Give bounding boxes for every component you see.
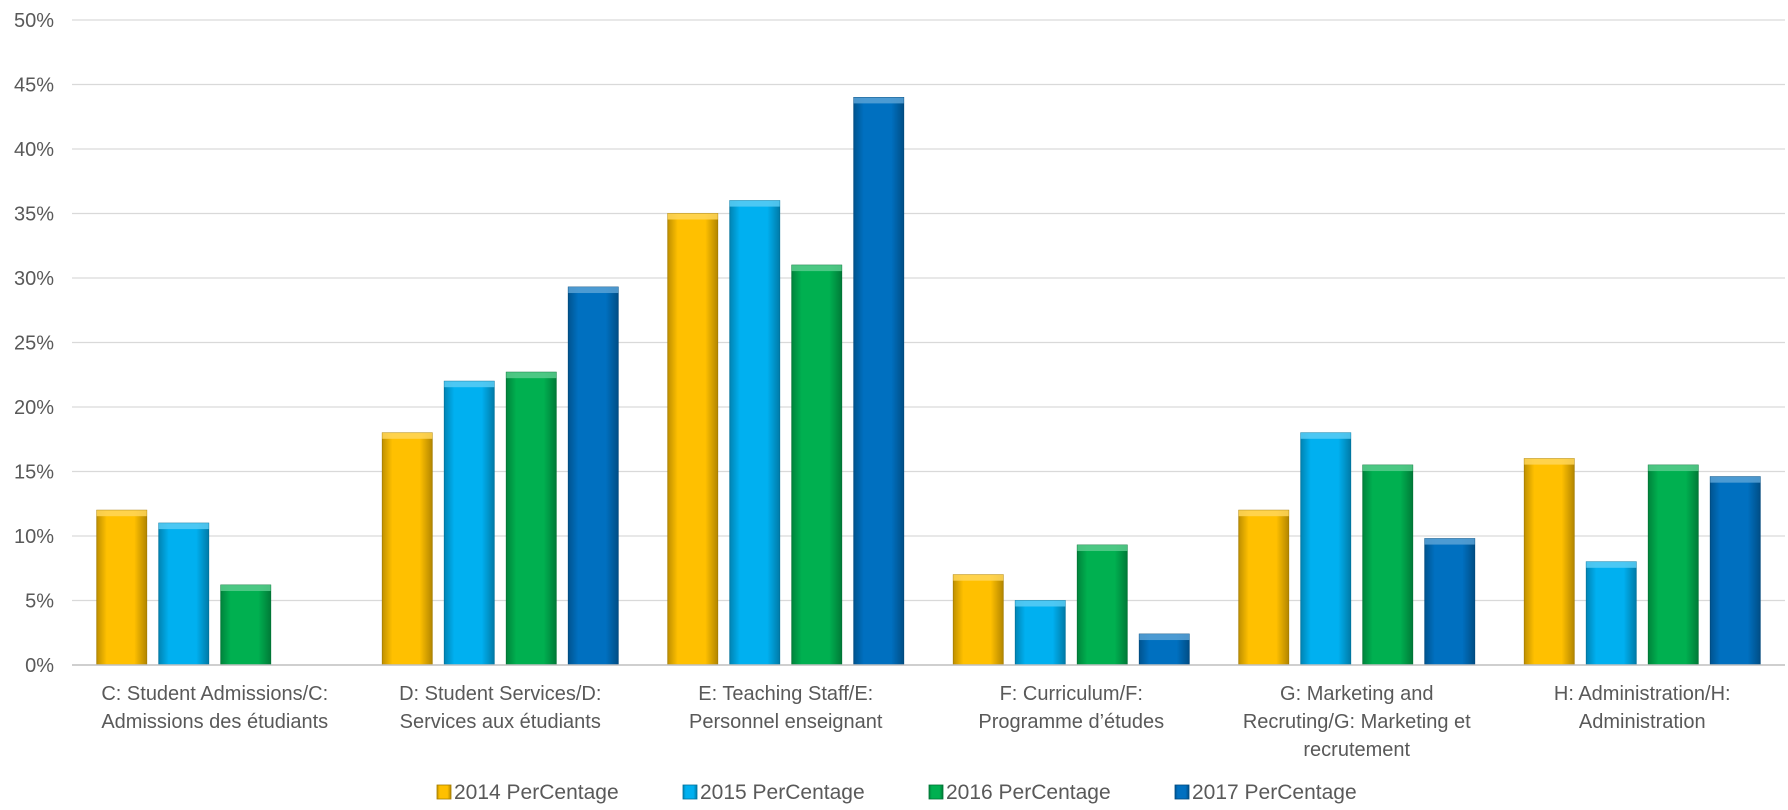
bar-bevel	[953, 574, 1004, 581]
y-axis-tick-labels: 0% 5% 10% 15% 20% 25% 30% 35% 40% 45% 50%	[14, 10, 54, 677]
legend-item: 2014 PerCentage	[436, 781, 619, 804]
x-category-label: E: Teaching Staff/E: Personnel enseignant	[689, 683, 883, 733]
bars	[96, 97, 1761, 666]
bar-bevel	[444, 381, 495, 388]
legend-label: 2015 PerCentage	[700, 781, 865, 804]
bar-bevel	[1586, 561, 1637, 568]
bar-bevel	[96, 510, 147, 517]
legend-item: 2017 PerCentage	[1174, 781, 1357, 804]
legend-label: 2016 PerCentage	[946, 781, 1111, 804]
bar-bevel	[1300, 432, 1351, 439]
legend-label: 2014 PerCentage	[454, 781, 619, 804]
bar-2014-cat0	[96, 509, 148, 666]
legend: 2014 PerCentage 2015 PerCentage 2016 PerCe…	[436, 781, 1357, 804]
bar-2015-cat0	[158, 522, 210, 666]
bar-bevel	[1139, 634, 1190, 641]
bar-2015-cat2	[729, 200, 781, 666]
bar-bevel	[1648, 465, 1699, 472]
bar-bevel	[220, 585, 271, 592]
x-category-label: F: Curriculum/F: Programme d’études	[978, 683, 1164, 733]
bar-2017-cat5	[1709, 476, 1761, 666]
bar-2016-cat4	[1362, 464, 1414, 666]
y-tick-label: 40%	[14, 139, 54, 161]
y-tick-label: 5%	[25, 591, 54, 613]
bar-bevel	[1077, 545, 1128, 552]
x-axis-category-labels: C: Student Admissions/C: Admissions des é…	[101, 683, 1730, 761]
x-category-label: D: Student Services/D: Services aux étudi…	[399, 683, 601, 733]
legend-item: 2015 PerCentage	[682, 781, 865, 804]
x-category-label: C: Student Admissions/C: Admissions des é…	[101, 683, 328, 733]
x-category-label: G: Marketing and Recruting/G: Marketing e…	[1243, 683, 1471, 761]
bar-bevel	[506, 372, 557, 379]
y-tick-label: 10%	[14, 526, 54, 548]
bar-2017-cat2	[853, 97, 905, 666]
y-tick-label: 30%	[14, 268, 54, 290]
bar-bevel	[791, 265, 842, 272]
y-tick-label: 20%	[14, 397, 54, 419]
bar-2015-cat1	[443, 380, 495, 666]
bar-bevel	[1710, 476, 1761, 483]
legend-item: 2016 PerCentage	[928, 781, 1111, 804]
bar-2015-cat3	[1014, 600, 1066, 666]
bar-2014-cat3	[952, 574, 1004, 666]
bar-bevel	[1424, 538, 1475, 545]
bar-2014-cat4	[1238, 509, 1290, 666]
y-tick-label: 35%	[14, 204, 54, 226]
bar-bevel	[1524, 458, 1575, 465]
x-category-label: H: Administration/H: Administration	[1554, 683, 1731, 733]
gridlines	[72, 19, 1785, 602]
bar-2017-cat1	[567, 286, 619, 666]
bar-2016-cat5	[1647, 464, 1699, 666]
bar-2016-cat0	[220, 584, 272, 666]
bar-2017-cat4	[1424, 538, 1476, 666]
bar-2016-cat3	[1076, 544, 1128, 666]
y-tick-label: 25%	[14, 333, 54, 355]
legend-swatch	[682, 784, 698, 800]
bar-2014-cat1	[381, 432, 433, 666]
y-tick-label: 50%	[14, 10, 54, 32]
bar-bevel	[382, 432, 433, 439]
bar-bevel	[158, 523, 209, 530]
bar-bevel	[1362, 465, 1413, 472]
y-tick-label: 45%	[14, 75, 54, 97]
legend-swatch	[1174, 784, 1190, 800]
bar-bevel	[1015, 600, 1066, 607]
legend-swatch	[436, 784, 452, 800]
bar-bevel	[853, 97, 904, 104]
y-tick-label: 15%	[14, 462, 54, 484]
y-tick-label: 0%	[25, 655, 54, 677]
bar-2016-cat2	[791, 264, 843, 666]
legend-label: 2017 PerCentage	[1192, 781, 1357, 804]
bar-2016-cat1	[505, 371, 557, 666]
bar-bevel	[568, 287, 619, 294]
bar-bevel	[1238, 510, 1289, 517]
bar-2014-cat5	[1523, 458, 1575, 666]
bar-bevel	[729, 200, 780, 207]
bar-2015-cat4	[1300, 432, 1352, 666]
bar-2014-cat2	[667, 213, 719, 666]
bar-bevel	[667, 213, 718, 220]
bar-2015-cat5	[1585, 561, 1637, 666]
legend-swatch	[928, 784, 944, 800]
